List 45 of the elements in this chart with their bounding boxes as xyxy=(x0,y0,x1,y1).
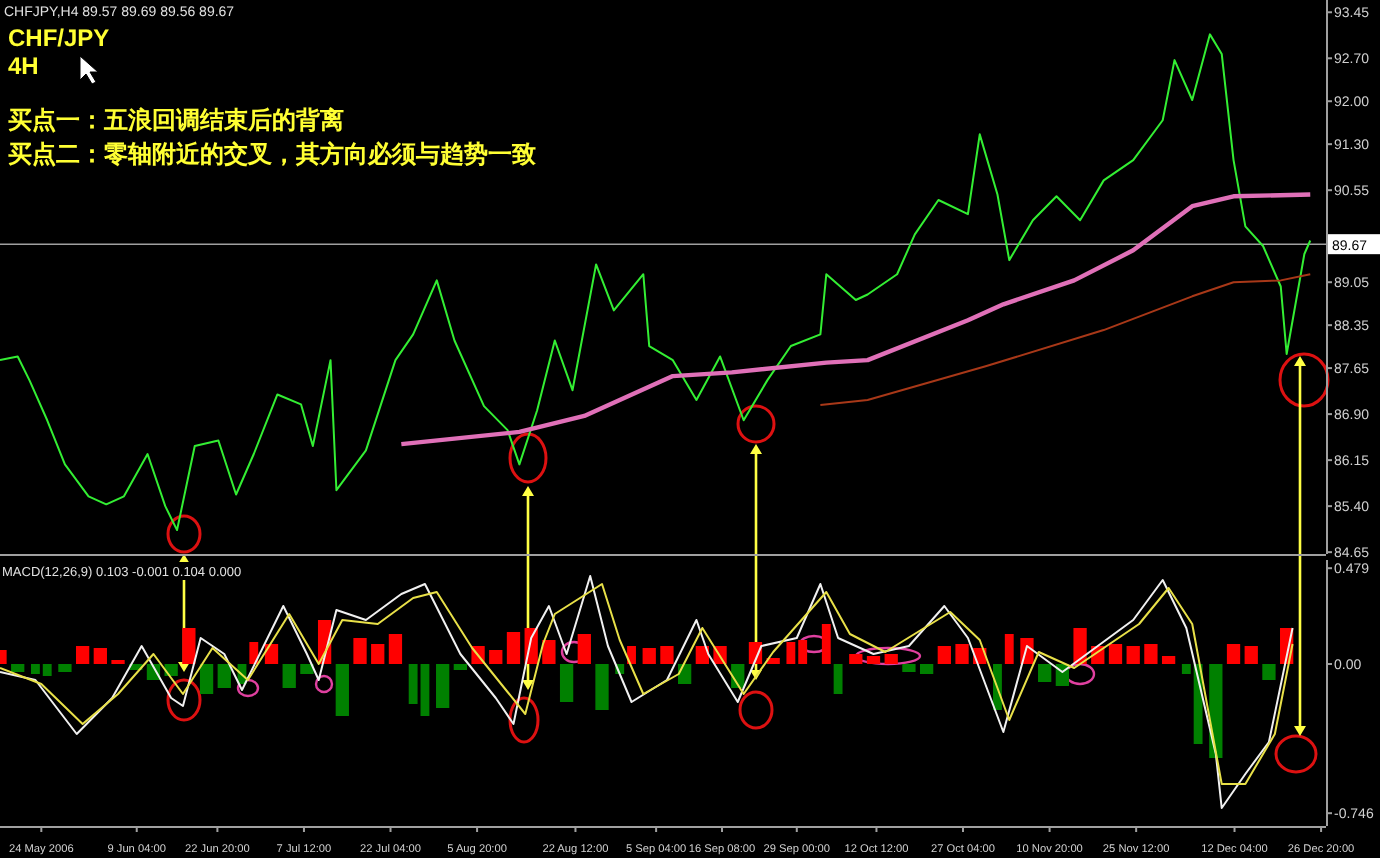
bar xyxy=(1108,644,1123,664)
bar xyxy=(542,640,556,664)
bar xyxy=(489,650,503,664)
bar xyxy=(1126,646,1140,664)
bar xyxy=(559,664,574,702)
bar xyxy=(884,654,898,664)
bar xyxy=(642,648,656,664)
bar xyxy=(75,646,90,664)
annotation: 买点二：零轴附近的交叉，其方向必须与趋势一致 xyxy=(8,140,536,168)
bar xyxy=(300,664,314,674)
bar xyxy=(282,664,296,688)
bar xyxy=(1144,644,1158,664)
line-series xyxy=(399,192,1313,447)
bar xyxy=(371,644,385,664)
bar xyxy=(453,664,467,670)
bar xyxy=(919,664,934,674)
bar xyxy=(335,664,349,716)
text: CHF/JPY xyxy=(8,24,110,52)
bar xyxy=(660,646,674,664)
bar xyxy=(1262,664,1276,680)
bar xyxy=(695,646,709,664)
bar xyxy=(506,632,521,664)
bar xyxy=(1226,644,1241,664)
bar xyxy=(93,648,107,664)
bar xyxy=(595,664,609,710)
text: 4H xyxy=(8,52,39,80)
bar xyxy=(1244,646,1258,664)
bar xyxy=(1161,656,1176,664)
annotation: 买点一：五浪回调结束后的背离 xyxy=(8,106,344,134)
bar xyxy=(955,644,969,664)
bar xyxy=(58,664,72,672)
bar xyxy=(11,664,25,672)
bar xyxy=(217,664,231,688)
bar xyxy=(388,634,403,664)
bar xyxy=(264,644,279,664)
bar xyxy=(199,664,214,694)
bar xyxy=(937,646,951,664)
bar xyxy=(353,638,367,664)
bar xyxy=(849,654,863,664)
bar xyxy=(436,664,450,708)
bar xyxy=(866,656,881,664)
line-series xyxy=(819,273,1312,406)
bar xyxy=(902,664,916,672)
bar xyxy=(577,634,591,664)
bar xyxy=(1038,664,1052,682)
